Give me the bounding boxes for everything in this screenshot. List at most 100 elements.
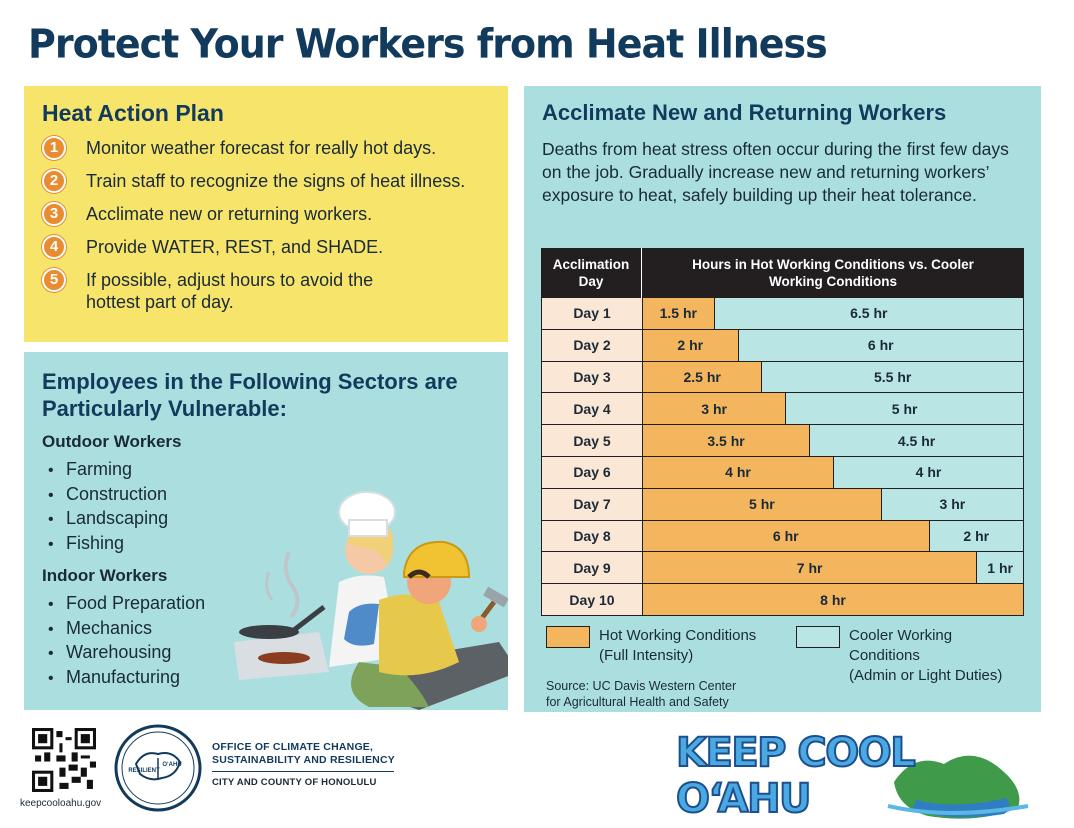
day-label: Day 8 [542, 520, 643, 552]
resilient-oahu-seal: RESILIENT O‘AHU [114, 724, 202, 812]
step-number-badge: 4 [42, 235, 66, 259]
day-label: Day 7 [542, 488, 643, 520]
cool-segment: 6 hr [738, 329, 1023, 361]
legend-cool: Cooler Working Conditions (Admin or Ligh… [796, 626, 1002, 686]
office-credit: OFFICE OF CLIMATE CHANGE, SUSTAINABILITY… [212, 741, 395, 788]
page-title: Protect Your Workers from Heat Illness [28, 20, 828, 68]
day-label: Day 2 [542, 329, 643, 361]
legend-cool-label: Cooler Working [849, 627, 953, 644]
hot-segment: 4 hr [643, 456, 834, 488]
cool-segment: 2 hr [929, 520, 1023, 552]
svg-text:RESILIENT: RESILIENT [128, 768, 160, 774]
day-label: Day 1 [542, 298, 643, 329]
hot-segment: 2 hr [643, 329, 739, 361]
hours-bar: 8 hr [643, 584, 1023, 615]
list-item: Food Preparation [48, 592, 490, 617]
column-header-day: Acclimation Day [541, 248, 642, 298]
island-graphic [887, 755, 1029, 819]
hot-segment: 3 hr [643, 393, 787, 425]
hours-bar: 2 hr 6 hr [643, 329, 1023, 361]
acclimation-table: Acclimation Day Hours in Hot Working Con… [541, 248, 1024, 616]
cool-segment: 5 hr [786, 393, 1023, 425]
sectors-heading: Employees in the Following Sectors are P… [42, 369, 458, 421]
hot-segment: 8 hr [643, 584, 1023, 615]
cool-segment: 4.5 hr [810, 425, 1023, 456]
day-label: Day 6 [542, 456, 643, 488]
hours-bar: 5 hr 3 hr [643, 488, 1023, 520]
hours-bar: 4 hr 4 hr [643, 456, 1023, 488]
cool-segment: 1 hr [977, 552, 1023, 584]
list-item: Landscaping [48, 507, 490, 532]
website-link[interactable]: keepcooloahu.gov [20, 798, 102, 809]
cool-segment: 3 hr [881, 488, 1023, 520]
step-text: If possible, adjust hours to avoid the h… [86, 270, 374, 312]
keep-cool-oahu-logo: KEEP COOL O‘AHU [675, 729, 1046, 823]
source-note: Source: UC Davis Western Center for Agri… [546, 679, 737, 709]
hours-bar: 6 hr 2 hr [643, 520, 1023, 552]
qr-code[interactable] [32, 728, 96, 792]
list-item: Mechanics [48, 617, 490, 642]
hot-segment: 2.5 hr [643, 361, 763, 393]
hot-segment: 1.5 hr [643, 298, 715, 329]
acclimate-body: Deaths from heat stress often occur duri… [542, 139, 1009, 205]
step-text: Train staff to recognize the signs of he… [86, 171, 466, 191]
step-number-badge: 5 [42, 268, 66, 292]
legend-hot-swatch [546, 626, 590, 648]
plan-steps-list: 1 Monitor weather forecast for really hot… [42, 136, 490, 313]
outdoor-list: Farming Construction Landscaping Fishing [42, 458, 490, 556]
vulnerable-sectors-panel: Employees in the Following Sectors are P… [24, 352, 508, 710]
list-item: Construction [48, 483, 490, 508]
legend-cool-swatch [796, 626, 840, 648]
step-number-badge: 2 [42, 169, 66, 193]
table-row: Day 1 1.5 hr 6.5 hr [541, 298, 1024, 330]
indoor-heading: Indoor Workers [42, 566, 168, 585]
plan-step: 1 Monitor weather forecast for really hot… [42, 136, 490, 160]
plan-step: 5 If possible, adjust hours to avoid the … [42, 268, 490, 313]
column-header-hours: Hours in Hot Working Conditions vs. Cool… [692, 257, 974, 289]
hot-segment: 3.5 hr [643, 425, 811, 456]
day-label: Day 4 [542, 393, 643, 425]
hours-bar: 1.5 hr 6.5 hr [643, 298, 1023, 329]
hot-segment: 6 hr [643, 520, 930, 552]
cool-segment: 6.5 hr [714, 298, 1023, 329]
day-label: Day 3 [542, 361, 643, 393]
step-number-badge: 3 [42, 202, 66, 226]
step-text: Acclimate new or returning workers. [86, 204, 373, 224]
workers-illustration [234, 491, 508, 710]
acclimate-heading: Acclimate New and Returning Workers [542, 100, 947, 125]
acclimate-panel: Acclimate New and Returning Workers Deat… [524, 86, 1041, 712]
legend-hot-sublabel: (Full Intensity) [599, 647, 694, 664]
legend-cool-label-2: Conditions [849, 647, 920, 664]
table-header: Acclimation Day Hours in Hot Working Con… [541, 248, 1024, 298]
hours-bar: 2.5 hr 5.5 hr [643, 361, 1023, 393]
day-label: Day 9 [542, 552, 643, 584]
heat-action-plan-panel: Heat Action Plan 1 Monitor weather foreca… [24, 86, 508, 342]
cool-segment: 5.5 hr [762, 361, 1023, 393]
day-label: Day 10 [542, 584, 643, 615]
plan-step: 2 Train staff to recognize the signs of h… [42, 169, 490, 193]
hours-bar: 3.5 hr 4.5 hr [643, 425, 1023, 456]
table-row: Day 10 8 hr [541, 584, 1024, 616]
step-text: Provide WATER, REST, and SHADE. [86, 237, 384, 257]
hot-segment: 5 hr [643, 488, 882, 520]
hot-segment: 7 hr [643, 552, 978, 584]
list-item: Farming [48, 458, 490, 483]
outdoor-heading: Outdoor Workers [42, 432, 182, 451]
legend-hot: Hot Working Conditions (Full Intensity) [546, 626, 756, 666]
plan-step: 3 Acclimate new or returning workers. [42, 202, 490, 226]
legend-hot-label: Hot Working Conditions [599, 627, 757, 644]
list-item: Manufacturing [48, 666, 490, 691]
svg-text:O‘AHU: O‘AHU [162, 762, 181, 768]
day-label: Day 5 [542, 425, 643, 456]
step-text: Monitor weather forecast for really hot … [86, 138, 437, 158]
plan-step: 4 Provide WATER, REST, and SHADE. [42, 235, 490, 259]
hours-bar: 7 hr 1 hr [643, 552, 1023, 584]
list-item: Fishing [48, 532, 490, 557]
legend-cool-sublabel: (Admin or Light Duties) [849, 667, 1003, 684]
